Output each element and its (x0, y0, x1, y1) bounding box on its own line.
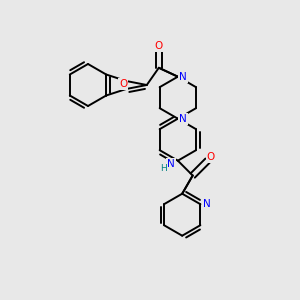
Text: H: H (160, 164, 167, 173)
Text: O: O (206, 152, 215, 162)
Text: N: N (202, 199, 210, 209)
Text: N: N (179, 72, 187, 82)
Text: N: N (167, 159, 175, 169)
Text: N: N (179, 114, 187, 124)
Text: O: O (155, 41, 163, 51)
Text: O: O (119, 79, 127, 89)
